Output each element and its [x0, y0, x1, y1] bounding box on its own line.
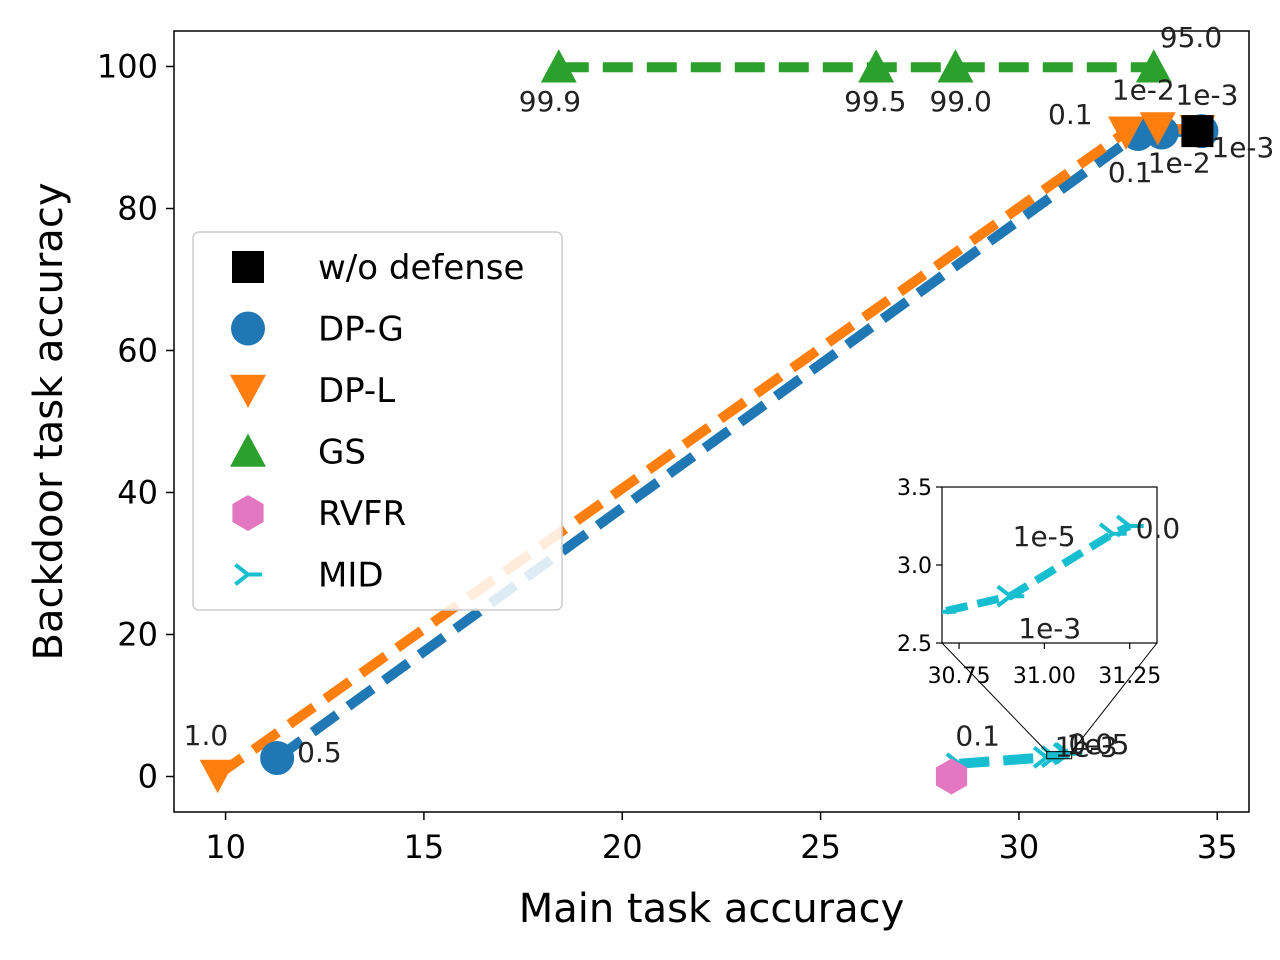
inset-y-tick-label: 2.5 [897, 632, 932, 657]
legend-box [192, 231, 563, 611]
gs-point-label: 99.0 [929, 85, 991, 118]
x-tick-label: 25 [800, 828, 841, 866]
x-tick-label: 30 [999, 828, 1040, 866]
dp-g-point-label: 0.5 [297, 736, 342, 769]
inset-mid-marker [942, 609, 956, 615]
zoom-connector-line [941, 642, 1048, 752]
legend-gs-label: GS [318, 433, 366, 473]
dp-l-point-label: 1.0 [184, 719, 229, 752]
gs-marker [937, 49, 974, 83]
y-tick-label: 100 [97, 48, 158, 86]
y-tick-label: 0 [138, 758, 158, 796]
y-tick-label: 60 [117, 332, 158, 370]
gs-marker [858, 49, 895, 83]
y-axis-title: Backdoor task accuracy [26, 183, 72, 661]
dp-g-marker [260, 741, 295, 776]
rvfr-marker [935, 758, 968, 795]
mid-point-label: 0.1 [955, 720, 1000, 753]
inset-mid-group [942, 514, 1144, 616]
dp-l-marker [1108, 116, 1145, 150]
x-tick-label: 15 [404, 828, 445, 866]
dp-g-point-label: 0.1 [1108, 156, 1153, 189]
gs-marker [1135, 49, 1172, 83]
inset-x-tick-label: 30.75 [928, 664, 991, 689]
x-tick-label: 35 [1197, 828, 1238, 866]
inset-x-tick-label: 31.25 [1098, 664, 1161, 689]
legend-dp-g-marker [231, 311, 265, 346]
legend-dp-l-marker [230, 374, 266, 408]
dp-l-point-label: 1e-3 [1175, 78, 1238, 111]
legend-gs-marker [230, 433, 266, 467]
plot-frame [173, 30, 1250, 813]
legend-w-o-defense-label: w/o defense [318, 248, 524, 288]
inset-mid-point-label: 1e-5 [1013, 520, 1076, 553]
dp-l-point-label: 1e-2 [1112, 74, 1175, 107]
legend-dp-g-label: DP-G [318, 310, 404, 350]
gs-point-label: 99.9 [519, 85, 581, 118]
x-axis-title: Main task accuracy [519, 886, 905, 932]
zoom-region-box [1046, 751, 1073, 760]
legend-rvfr-marker [232, 495, 264, 531]
legend-dp-l-label: DP-L [318, 371, 395, 411]
w-o-defense-marker [1181, 115, 1214, 148]
dp-l-marker [1139, 112, 1176, 146]
inset-x-tick-label: 31.00 [1013, 664, 1076, 689]
mid-point-label: 1e-3 [1055, 731, 1118, 764]
inset-mid-point-label: 0.0 [1136, 512, 1181, 545]
zoom-connector-line [1071, 642, 1158, 752]
legend-mid-label: MID [318, 556, 384, 596]
legend: w/o defense DP-G DP-L GS RVFR MID [192, 231, 563, 611]
y-tick-label: 40 [117, 474, 158, 512]
mid-point-label: 0.0 [1069, 727, 1114, 760]
legend-w-o-defense-marker [232, 251, 264, 283]
legend-rvfr-label: RVFR [318, 494, 406, 534]
x-tick-label: 20 [602, 828, 643, 866]
inset-plot: 30.75 31.00 31.25 2.5 3.0 3.5 1e-3 1e-5 0.0 [897, 476, 1181, 760]
gs-point-label: 95.0 [1160, 21, 1222, 54]
inset-mid-marker [1115, 514, 1144, 538]
inset-y-tick-label: 3.5 [897, 476, 932, 501]
y-tick-label: 80 [117, 190, 158, 228]
inset-mid-point-label: 1e-3 [1018, 612, 1081, 645]
y-tick-label: 20 [117, 616, 158, 654]
inset-frame [941, 486, 1158, 644]
dp-l-point-label: 0.1 [1048, 98, 1093, 131]
legend-mid-marker [234, 563, 262, 586]
inset-y-tick-label: 3.0 [897, 554, 932, 579]
dp-g-point-label: 1e-3 [1211, 131, 1274, 164]
gs-marker [540, 49, 577, 83]
dp-l-marker [199, 759, 236, 794]
x-tick-label: 10 [205, 828, 246, 866]
inset-mid-marker [996, 584, 1025, 608]
dp-g-point-label: 1e-2 [1148, 147, 1211, 180]
gs-point-label: 99.5 [844, 85, 906, 118]
